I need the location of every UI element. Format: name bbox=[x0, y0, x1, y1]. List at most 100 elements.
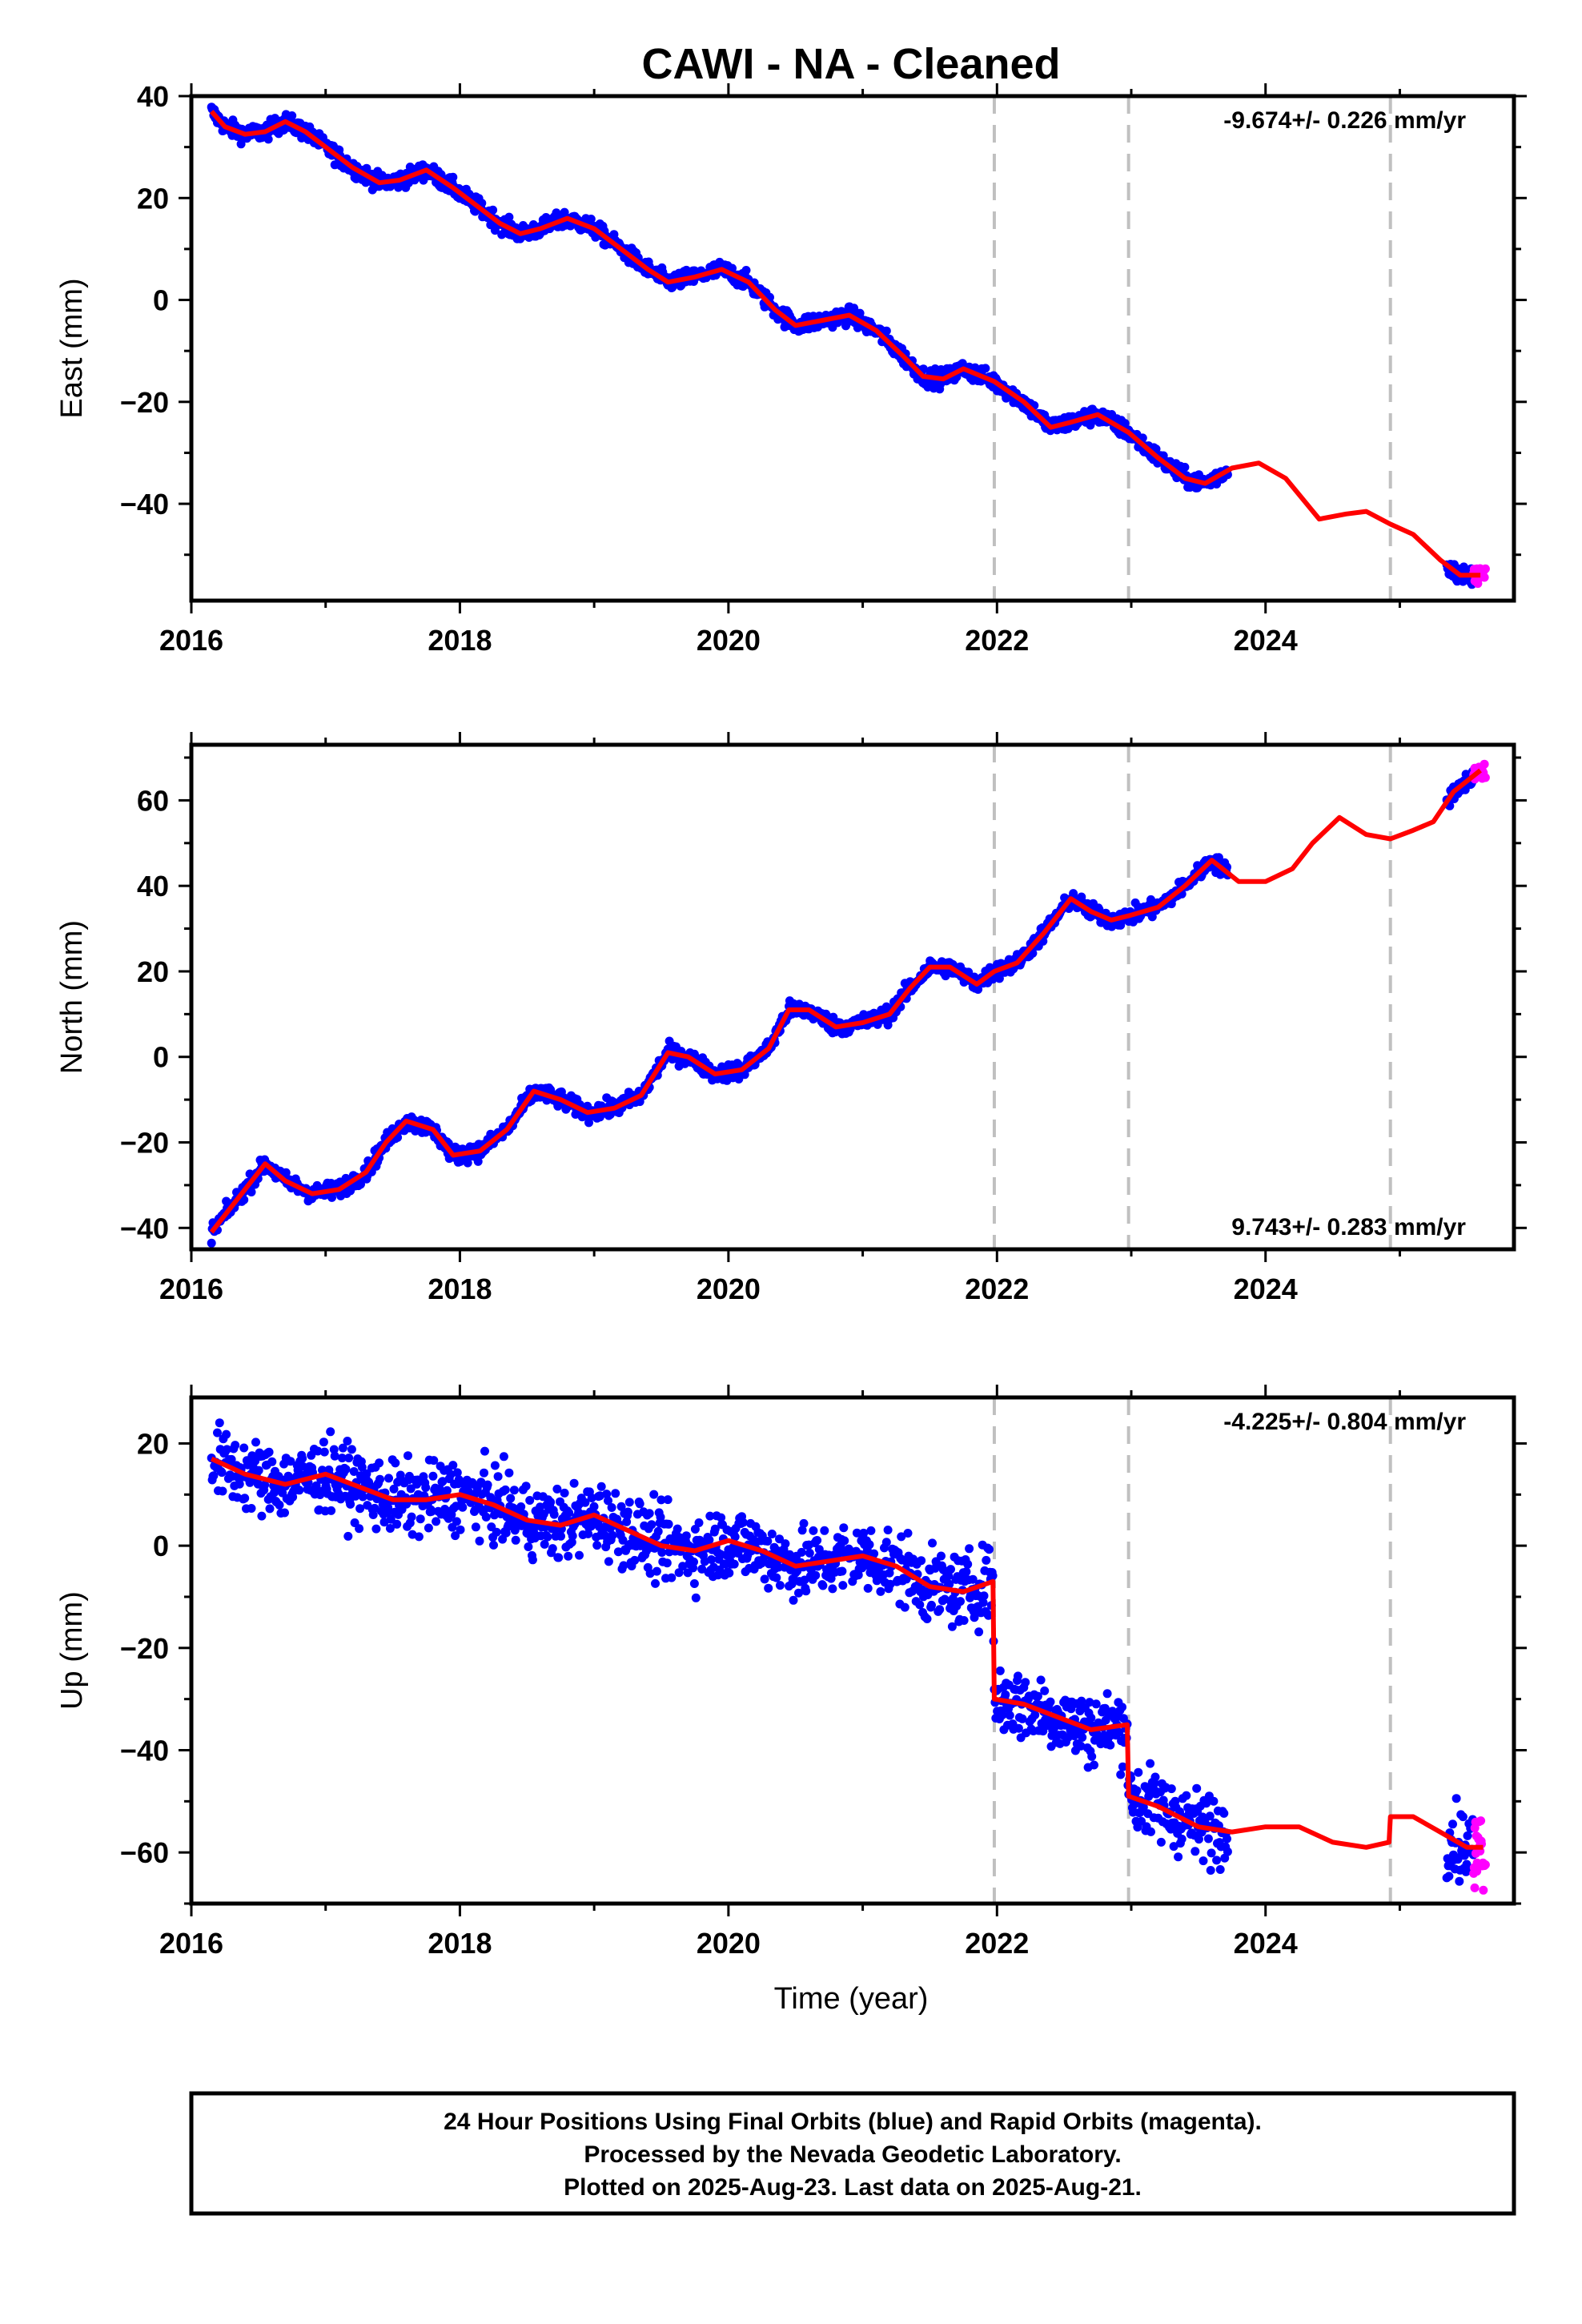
x-tick-label: 2024 bbox=[1234, 1927, 1298, 1960]
footer-line-1: 24 Hour Positions Using Final Orbits (bl… bbox=[444, 2109, 1262, 2135]
final-orbit-point bbox=[475, 1536, 484, 1546]
final-orbit-point bbox=[799, 1518, 809, 1528]
final-orbit-point bbox=[979, 1591, 989, 1601]
final-orbit-point bbox=[981, 364, 990, 373]
final-orbit-point bbox=[767, 1530, 777, 1538]
final-orbit-point bbox=[1014, 1723, 1023, 1733]
rapid-orbit-point bbox=[1472, 1867, 1482, 1876]
final-orbit-point bbox=[448, 172, 458, 182]
final-orbit-point bbox=[569, 1478, 579, 1488]
final-orbit-point bbox=[391, 1458, 400, 1468]
final-orbit-point bbox=[885, 1568, 894, 1578]
final-orbit-point bbox=[490, 1510, 499, 1520]
final-orbit-point bbox=[1453, 1855, 1463, 1864]
final-orbit-point bbox=[511, 1535, 520, 1545]
final-orbit-point bbox=[1166, 1784, 1176, 1794]
final-orbit-point bbox=[885, 1579, 895, 1589]
final-orbit-point bbox=[362, 1469, 371, 1478]
final-orbit-point bbox=[235, 1479, 244, 1489]
final-orbit-point bbox=[917, 1556, 926, 1566]
rapid-orbit-point bbox=[1480, 1860, 1490, 1869]
final-orbit-point bbox=[500, 1485, 510, 1494]
final-orbit-point bbox=[509, 1486, 519, 1495]
final-orbit-point bbox=[346, 1499, 355, 1509]
final-orbit-point bbox=[652, 1566, 661, 1576]
final-orbit-point bbox=[589, 1502, 599, 1511]
final-orbit-point bbox=[448, 1461, 458, 1470]
final-orbit-point bbox=[421, 1483, 431, 1492]
final-orbit-point bbox=[740, 1070, 749, 1080]
final-orbit-point bbox=[781, 1539, 790, 1549]
final-orbit-point bbox=[260, 1480, 270, 1490]
rapid-orbit-point bbox=[1480, 759, 1489, 769]
x-tick-label: 2020 bbox=[697, 1927, 761, 1960]
x-tick-label: 2024 bbox=[1234, 624, 1298, 657]
final-orbit-point bbox=[644, 1509, 654, 1518]
final-orbit-point bbox=[651, 1578, 660, 1588]
final-orbit-point bbox=[760, 1574, 769, 1584]
final-orbit-point bbox=[900, 1602, 909, 1612]
final-orbit-point bbox=[840, 1536, 849, 1546]
final-orbit-point bbox=[349, 1467, 359, 1476]
final-orbit-point bbox=[504, 1468, 514, 1478]
final-orbit-point bbox=[1223, 1834, 1231, 1844]
final-orbit-point bbox=[763, 1537, 773, 1546]
final-orbit-point bbox=[298, 1454, 307, 1463]
panel-east: 2016 2018 2020 2022 2024 −40 −20 0 20 40 East (mm)… bbox=[55, 80, 1527, 657]
final-orbit-point bbox=[805, 1548, 814, 1558]
y-tick-label: 0 bbox=[153, 1041, 169, 1074]
final-orbit-point bbox=[595, 1491, 604, 1501]
final-orbit-point bbox=[801, 1586, 811, 1596]
final-orbit-point bbox=[1448, 1819, 1457, 1829]
final-orbit-point bbox=[384, 1474, 393, 1483]
final-orbit-point bbox=[690, 1525, 700, 1534]
final-orbit-point bbox=[525, 1496, 535, 1505]
final-orbit-point bbox=[673, 1524, 682, 1534]
final-orbit-point bbox=[730, 1532, 740, 1542]
final-orbit-point bbox=[1195, 1835, 1203, 1844]
final-orbit-point bbox=[286, 1457, 295, 1466]
final-orbit-point bbox=[1118, 1762, 1127, 1771]
final-orbit-point bbox=[1146, 895, 1155, 904]
final-orbit-point bbox=[869, 1549, 879, 1558]
final-orbit-point bbox=[785, 1550, 794, 1559]
final-orbit-point bbox=[389, 1484, 399, 1494]
final-orbit-point bbox=[483, 1480, 492, 1490]
final-orbit-point bbox=[915, 1600, 925, 1610]
final-orbit-point bbox=[1444, 1872, 1454, 1881]
final-orbit-point bbox=[596, 1482, 606, 1491]
final-orbit-point bbox=[794, 1588, 803, 1598]
final-orbit-point bbox=[1114, 1727, 1124, 1737]
final-orbit-point bbox=[587, 1494, 596, 1502]
final-orbit-point bbox=[1212, 1856, 1222, 1865]
final-orbit-point bbox=[865, 1540, 874, 1550]
final-orbit-point bbox=[927, 1600, 936, 1610]
final-orbit-point bbox=[729, 1559, 739, 1569]
final-orbit-point bbox=[619, 1561, 628, 1570]
final-orbit-point bbox=[344, 1454, 354, 1463]
y-tick-label: −20 bbox=[120, 386, 169, 419]
y-tick-label: 0 bbox=[153, 1530, 169, 1562]
final-orbit-point bbox=[319, 1437, 328, 1447]
final-orbit-point bbox=[705, 1511, 715, 1521]
final-orbit-point bbox=[521, 1482, 531, 1491]
final-orbit-point bbox=[264, 1447, 274, 1457]
x-tick-label: 2022 bbox=[965, 624, 1029, 657]
final-orbit-point bbox=[657, 1548, 667, 1557]
final-orbit-point bbox=[1219, 1808, 1229, 1818]
final-orbit-point bbox=[357, 1462, 367, 1472]
final-orbit-point bbox=[837, 1566, 847, 1576]
final-orbit-point bbox=[341, 1465, 351, 1474]
final-orbit-point bbox=[239, 1443, 249, 1453]
final-orbit-point bbox=[663, 1495, 673, 1505]
final-orbit-point bbox=[707, 1555, 717, 1564]
final-orbit-point bbox=[710, 1524, 720, 1534]
final-orbit-point bbox=[765, 1559, 774, 1569]
final-orbit-point bbox=[863, 1583, 873, 1593]
final-orbit-point bbox=[1102, 1689, 1112, 1699]
final-orbit-point bbox=[839, 1523, 849, 1533]
final-orbit-point bbox=[584, 1529, 593, 1538]
final-orbit-point bbox=[1021, 1678, 1030, 1687]
final-orbit-point bbox=[859, 1528, 869, 1538]
